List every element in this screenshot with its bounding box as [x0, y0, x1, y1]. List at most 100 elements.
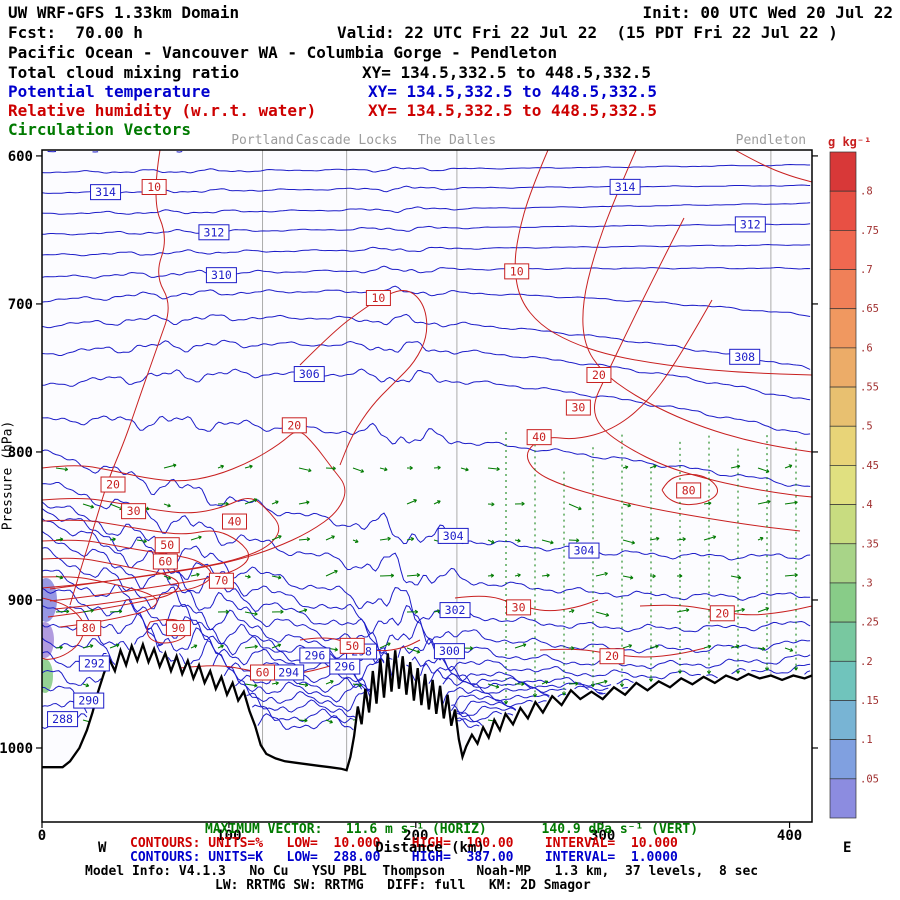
contour-line — [706, 674, 718, 679]
contour-line — [42, 637, 116, 665]
vector-arrow — [325, 680, 334, 685]
colorbar-cell — [829, 386, 857, 427]
contour-line — [734, 150, 812, 183]
y-tick-label: 1000 — [0, 741, 33, 757]
vector-arrow — [541, 573, 550, 578]
contour-line — [223, 666, 363, 703]
vector-arrow — [82, 503, 95, 509]
plot-frame — [41, 149, 813, 823]
contour-line — [456, 710, 502, 723]
field-cloud-xy: XY= 134.5,332.5 to 448.5,332.5 — [362, 63, 651, 82]
contour-line — [235, 679, 371, 712]
contour-label-box — [121, 503, 147, 520]
contour-label: 310 — [211, 268, 232, 282]
location-label: Portland — [231, 133, 294, 148]
contour-line — [597, 691, 603, 694]
contour-label-box — [141, 179, 167, 196]
contour-label: 30 — [512, 600, 526, 614]
west-end-label: W — [98, 840, 107, 856]
location-label: The Dalles — [418, 133, 496, 148]
contour-label: 50 — [160, 538, 174, 552]
contour-line — [251, 704, 354, 724]
contour-label: 10 — [147, 180, 161, 194]
contour-label: 80 — [82, 621, 96, 635]
vector-arrow — [190, 644, 198, 649]
vector-arrow — [271, 575, 282, 580]
x-tick-label: 300 — [590, 828, 615, 844]
contour-label: 308 — [734, 350, 755, 364]
vector-arrow — [676, 537, 686, 542]
vector-arrow — [163, 463, 177, 469]
vector-arrow — [487, 539, 495, 544]
vector-arrow — [706, 669, 712, 675]
contour-label-box — [526, 429, 552, 446]
contour-label-box — [676, 482, 702, 499]
vector-arrow — [82, 683, 90, 688]
contour-label: 290 — [78, 694, 99, 708]
vector-arrow — [541, 680, 549, 685]
contour-label: 300 — [439, 644, 460, 658]
contour-label-box — [734, 216, 766, 233]
vector-arrow — [590, 682, 596, 688]
vector-arrow — [460, 467, 469, 472]
vector-arrow — [561, 691, 567, 696]
max-vector-note: MAXIMUM VECTOR: 11.6 m s⁻¹ (HORIZ) 140.9… — [205, 822, 699, 837]
contour-label-box — [198, 224, 230, 241]
contour-line — [42, 285, 811, 317]
colorbar-cell — [829, 700, 857, 740]
vector-arrow — [595, 571, 608, 577]
contour-line — [42, 449, 811, 561]
vector-arrow — [568, 609, 575, 614]
colorbar-cell — [829, 543, 857, 584]
vector-arrow — [325, 466, 336, 471]
vector-arrow — [244, 611, 258, 616]
vector-arrow — [217, 464, 225, 469]
contour-line — [42, 243, 811, 257]
colorbar-cell — [829, 621, 857, 662]
contour-line — [622, 687, 628, 689]
vector-arrow — [433, 465, 441, 470]
contour-line — [42, 184, 811, 194]
contour-line — [42, 669, 102, 686]
contour-label: 20 — [605, 649, 619, 663]
vector-arrow — [541, 539, 554, 545]
contour-label: 292 — [84, 656, 105, 670]
terrain-fill — [42, 644, 812, 822]
contour-label-box — [439, 602, 471, 619]
contour-label: 306 — [299, 367, 320, 381]
contour-line — [42, 163, 811, 174]
colorbar-cell — [829, 739, 857, 780]
vector-arrow — [649, 574, 656, 579]
vector-arrow — [352, 467, 365, 473]
contour-label: 20 — [106, 478, 120, 492]
contour-line — [156, 643, 163, 648]
colorbar-cell — [829, 151, 857, 192]
vector-arrow — [433, 500, 441, 505]
rh-contours — [42, 150, 812, 676]
vector-arrow — [271, 643, 282, 649]
contour-line — [514, 150, 812, 376]
location-label: Cascade Locks — [296, 133, 398, 148]
colorbar-cell — [829, 190, 857, 231]
contour-label: 60 — [256, 666, 270, 680]
x-tick-label: 100 — [216, 828, 241, 844]
contour-line — [42, 368, 811, 435]
contour-label-box — [78, 655, 110, 672]
y-tick-label: 800 — [8, 445, 33, 461]
east-end-label: E — [843, 840, 852, 856]
vector-arrow — [503, 700, 509, 705]
vector-arrow — [532, 693, 538, 698]
rh-contour-info: CONTOURS: UNITS=% LOW= 10.000 HIGH= 100.… — [130, 836, 678, 851]
vector-arrow — [379, 536, 391, 541]
valid-time: Valid: 22 UTC Fri 22 Jul 22 (15 PDT Fri … — [337, 23, 838, 42]
circulation-vectors — [55, 432, 799, 724]
contour-line — [42, 539, 212, 610]
field-cloud-label: Total cloud mixing ratio — [8, 63, 240, 82]
contour-line — [593, 217, 812, 498]
x-tick-label: 400 — [777, 828, 802, 844]
vector-arrow — [298, 500, 310, 505]
contour-label-box — [205, 267, 237, 284]
contour-label-box — [76, 620, 102, 637]
contour-label: 40 — [532, 430, 546, 444]
contour-line — [42, 223, 811, 236]
